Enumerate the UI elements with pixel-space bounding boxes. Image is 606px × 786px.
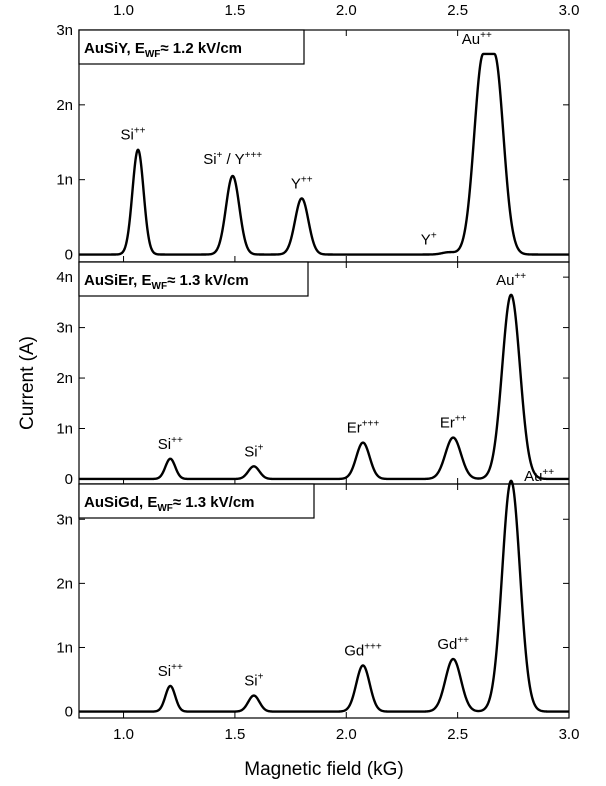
panel-title: AuSiEr, EWF≈ 1.3 kV/cm (84, 272, 249, 292)
y-tick-label: 0 (65, 471, 73, 488)
peak-label: Si+ (244, 442, 263, 460)
x-tick-label-top: 2.5 (447, 2, 468, 19)
panel-title-box (78, 261, 309, 297)
peak-label: Au++ (524, 467, 554, 485)
peak-label: Si++ (158, 435, 183, 453)
x-tick-label: 2.0 (336, 726, 357, 743)
peak-label: Au++ (462, 30, 492, 48)
panel-title-box (78, 483, 315, 519)
peak-label: Si+ / Y+++ (203, 150, 262, 168)
x-tick-label: 2.5 (447, 726, 468, 743)
y-tick-label: 3n (56, 320, 73, 337)
y-tick-label: 3n (56, 22, 73, 39)
x-tick-label-top: 3.0 (559, 2, 580, 19)
peak-label: Gd++ (437, 635, 469, 653)
x-tick-label-top: 2.0 (336, 2, 357, 19)
panel-1: 1.0 1.5 2.0 2.5 3.0 0 1n 2n 3n Si++ Si+ / Y+++ Y++ Y… (56, 2, 579, 264)
series-line (78, 479, 570, 713)
y-tick-label: 2n (56, 97, 73, 114)
x-axis-title: Magnetic field (kG) (244, 759, 403, 780)
peak-label: Si++ (158, 662, 183, 680)
x-tick-label: 3.0 (559, 726, 580, 743)
peak-label: Si++ (121, 126, 146, 144)
series-line (78, 52, 570, 256)
panel-frame (78, 29, 570, 263)
y-tick-label: 2n (56, 370, 73, 387)
peak-label: Au++ (496, 271, 526, 289)
y-tick-label: 1n (56, 639, 73, 656)
y-tick-label: 3n (56, 511, 73, 528)
peak-label: Er+++ (347, 419, 380, 437)
panel-title-box (78, 29, 305, 65)
panel-3: 1.0 1.5 2.0 2.5 3.0 0 1n 2n 3n Si++ Si+ Gd+++ Gd++ Au… (56, 467, 579, 743)
x-tick-label-top: 1.0 (113, 2, 134, 19)
series-line (78, 293, 570, 481)
x-tick-label-top: 1.5 (224, 2, 245, 19)
panel-title: AuSiGd, EWF≈ 1.3 kV/cm (84, 494, 255, 514)
y-tick-label: 4n (56, 269, 73, 286)
panel-2: 0 1n 2n 3n 4n Si++ Si+ Er+++ Er++ Au++ AuSiEr, EWF… (56, 261, 570, 488)
y-tick-label: 2n (56, 575, 73, 592)
x-tick-label: 1.0 (113, 726, 134, 743)
y-tick-label: 0 (65, 247, 73, 264)
x-tick-label: 1.5 (224, 726, 245, 743)
chart-panels: 1.0 1.5 2.0 2.5 3.0 0 1n 2n 3n Si++ Si+ / Y+++ Y++ Y… (56, 2, 579, 743)
peak-label: Si+ (244, 672, 263, 690)
y-axis-title: Current (A) (17, 336, 38, 430)
peak-label: Y++ (291, 174, 313, 192)
y-tick-label: 1n (56, 172, 73, 189)
y-tick-label: 0 (65, 704, 73, 721)
panel-frame (78, 483, 570, 719)
y-tick-label: 1n (56, 421, 73, 438)
peak-label: Y+ (421, 230, 437, 248)
peak-label: Gd+++ (344, 641, 382, 659)
panel-title: AuSiY, EWF≈ 1.2 kV/cm (84, 40, 242, 60)
peak-label: Er++ (440, 414, 467, 432)
